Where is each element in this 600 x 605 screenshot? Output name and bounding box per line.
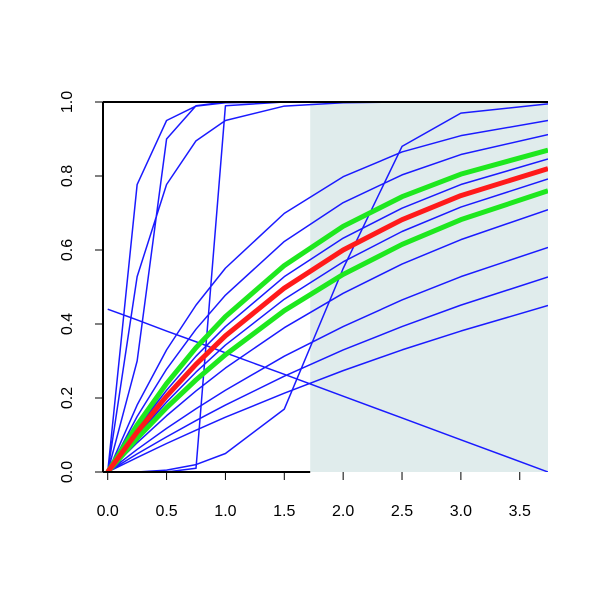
x-tick-label: 0.5 xyxy=(155,503,177,520)
y-tick-label: 0.6 xyxy=(59,239,76,261)
series-line xyxy=(106,102,548,472)
axis-frame xyxy=(102,101,548,473)
y-tick-label: 0.0 xyxy=(59,461,76,483)
y-tick-label: 0.4 xyxy=(59,313,76,335)
series-line xyxy=(107,158,548,472)
series-line xyxy=(105,166,548,472)
shaded-region xyxy=(310,102,548,472)
x-tick-label: 3.0 xyxy=(450,503,472,520)
series-line xyxy=(107,208,548,472)
series-line xyxy=(107,178,548,472)
x-tick-label: 1.0 xyxy=(214,503,236,520)
x-tick-label: 1.5 xyxy=(273,503,295,520)
y-tick-label: 0.8 xyxy=(59,165,76,187)
series-line xyxy=(105,188,548,472)
x-tick-label: 2.0 xyxy=(332,503,354,520)
plot-area xyxy=(105,102,548,472)
series-line xyxy=(107,276,548,472)
y-tick-label: 0.2 xyxy=(59,387,76,409)
series-line xyxy=(107,102,548,472)
series-line xyxy=(107,133,548,472)
x-tick-label: 0.0 xyxy=(97,503,119,520)
series-line xyxy=(105,147,548,472)
series-line xyxy=(107,304,548,472)
series-line xyxy=(106,102,548,472)
x-tick-label: 3.5 xyxy=(509,503,531,520)
y-tick-label: 1.0 xyxy=(59,91,76,113)
series-line xyxy=(107,246,548,472)
series-line xyxy=(107,308,548,472)
x-tick-label: 2.5 xyxy=(391,503,413,520)
series-line xyxy=(107,119,548,472)
